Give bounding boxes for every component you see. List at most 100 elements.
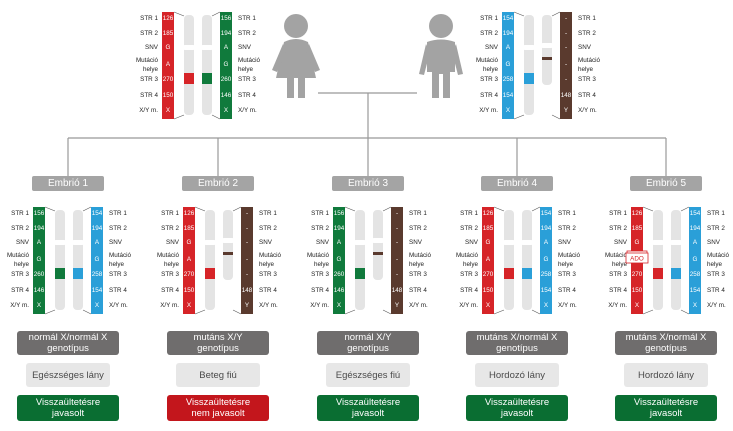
link-line bbox=[531, 309, 541, 315]
right-haplotype-column bbox=[560, 12, 572, 119]
allele-value: 154 bbox=[541, 210, 552, 217]
status-box: Hordozó lány bbox=[624, 363, 708, 387]
left-haplotype-column bbox=[183, 207, 195, 314]
centromere bbox=[204, 240, 216, 245]
link-line bbox=[493, 206, 505, 212]
allele-value: A bbox=[337, 239, 342, 246]
link-line bbox=[44, 206, 56, 212]
genotype-box: mutáns X/Y genotípus bbox=[167, 331, 269, 355]
genotype-box: mutáns X/normál X genotípus bbox=[615, 331, 717, 355]
allele-value: 150 bbox=[163, 92, 174, 99]
row-label: helye bbox=[483, 66, 499, 73]
genotype-box: normál X/Y genotípus bbox=[317, 331, 419, 355]
link-line bbox=[493, 309, 505, 315]
status-box: Hordozó lány bbox=[475, 363, 559, 387]
row-label: STR 3 bbox=[238, 76, 256, 83]
row-label: STR 3 bbox=[707, 271, 725, 278]
row-label: STR 4 bbox=[578, 92, 596, 99]
right-haplotype-column bbox=[689, 207, 701, 314]
embryo-label: Embrió 3 bbox=[332, 176, 404, 191]
row-label: STR 2 bbox=[609, 225, 627, 232]
allele-value: X bbox=[544, 302, 549, 309]
allele-value: X bbox=[187, 302, 192, 309]
row-label: X/Y m. bbox=[707, 302, 726, 309]
row-label: SNV bbox=[578, 44, 592, 51]
row-label: STR 4 bbox=[161, 287, 179, 294]
mutation-band bbox=[653, 268, 663, 279]
row-label: STR 3 bbox=[409, 271, 427, 278]
row-label: Mutáció bbox=[7, 252, 30, 259]
status-box: Egészséges lány bbox=[26, 363, 110, 387]
allele-value: 126 bbox=[184, 210, 195, 217]
link-line bbox=[173, 114, 185, 120]
row-label: SNV bbox=[145, 44, 159, 51]
row-label: SNV bbox=[707, 239, 721, 246]
genotype-box: mutáns X/normál X genotípus bbox=[466, 331, 568, 355]
row-label: STR 3 bbox=[11, 271, 29, 278]
allele-value: G bbox=[95, 256, 100, 263]
link-line bbox=[551, 11, 561, 17]
row-label: helye bbox=[314, 261, 330, 268]
embryo-haplotypes: STR 1 STR 2 SNV Mutáció helye STR 3 STR 4 X/Y m… bbox=[157, 206, 282, 315]
row-label: helye bbox=[14, 261, 30, 268]
body bbox=[427, 39, 455, 98]
allele-value: 154 bbox=[690, 287, 701, 294]
x-chromosome bbox=[671, 210, 681, 310]
row-label: STR 4 bbox=[707, 287, 725, 294]
row-label: SNV bbox=[465, 239, 479, 246]
embryo-haplotypes: STR 1 STR 2 SNV Mutáció helye STR 3 STR 4 X/Y m… bbox=[7, 206, 132, 315]
link-line bbox=[194, 206, 206, 212]
row-label: helye bbox=[109, 261, 125, 268]
allele-value: X bbox=[506, 107, 511, 114]
row-label: Mutáció bbox=[558, 252, 581, 259]
allele-value: - bbox=[246, 239, 248, 246]
row-label: STR 1 bbox=[109, 210, 127, 217]
row-label: STR 2 bbox=[11, 225, 29, 232]
allele-value: - bbox=[396, 271, 398, 278]
allele-value: 194 bbox=[541, 225, 552, 232]
row-label: Mutáció bbox=[136, 57, 159, 64]
allele-value: 260 bbox=[334, 271, 345, 278]
allele-value: 148 bbox=[561, 92, 572, 99]
centromere bbox=[541, 43, 553, 48]
allele-value: - bbox=[396, 239, 398, 246]
allele-value: 150 bbox=[483, 287, 494, 294]
allele-value: 185 bbox=[163, 30, 174, 37]
row-label: STR 3 bbox=[578, 76, 596, 83]
centromere bbox=[521, 240, 533, 245]
left-haplotype-column bbox=[482, 207, 494, 314]
row-label: STR 1 bbox=[11, 210, 29, 217]
link-line bbox=[382, 206, 392, 212]
row-label: STR 2 bbox=[707, 225, 725, 232]
allele-value: 270 bbox=[184, 271, 195, 278]
recommendation-box: Visszaültetésre javasolt bbox=[466, 395, 568, 421]
arm bbox=[452, 44, 463, 75]
row-label: STR 2 bbox=[161, 225, 179, 232]
row-label: STR 1 bbox=[609, 210, 627, 217]
centromere bbox=[354, 240, 366, 245]
link-line bbox=[531, 206, 541, 212]
head bbox=[284, 14, 308, 38]
centromere bbox=[670, 240, 682, 245]
allele-value: 258 bbox=[541, 271, 552, 278]
mutation-band bbox=[504, 268, 514, 279]
row-label: X/Y m. bbox=[310, 302, 329, 309]
x-chromosome bbox=[653, 210, 663, 310]
row-label: STR 2 bbox=[460, 225, 478, 232]
allele-value: 154 bbox=[503, 92, 514, 99]
centromere bbox=[54, 240, 66, 245]
row-label: Mutáció bbox=[707, 252, 730, 259]
mutation-band bbox=[524, 73, 534, 84]
left-haplotype-column bbox=[162, 12, 174, 119]
row-label: X/Y m. bbox=[608, 302, 627, 309]
row-label: STR 2 bbox=[109, 225, 127, 232]
genotype-box: normál X/normál X genotípus bbox=[17, 331, 119, 355]
allele-value: 150 bbox=[184, 287, 195, 294]
allele-value: X bbox=[337, 302, 342, 309]
allele-value: - bbox=[565, 61, 567, 68]
link-line bbox=[513, 114, 525, 120]
row-label: helye bbox=[238, 66, 254, 73]
link-line bbox=[173, 11, 185, 17]
allele-value: G bbox=[187, 239, 192, 246]
